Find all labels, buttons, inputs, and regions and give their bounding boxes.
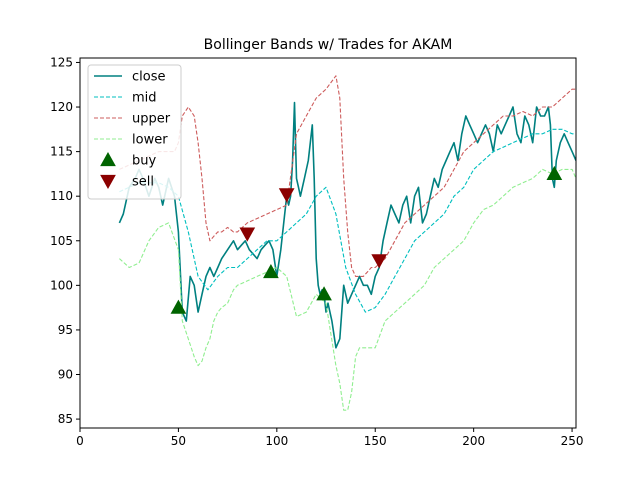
x-tick-label-150: 150 [364, 434, 387, 448]
x-tick-label-100: 100 [265, 434, 288, 448]
y-tick-label-125: 125 [50, 55, 73, 69]
series-close-line [118, 101, 576, 349]
y-axis: 85 90 95 100 105 110 115 120 125 [50, 55, 80, 426]
legend-label-sell: sell [132, 175, 154, 190]
y-tick-label-120: 120 [50, 100, 73, 114]
y-tick-label-85: 85 [58, 412, 73, 426]
axes-border [79, 57, 577, 429]
legend-symbol-buy [100, 151, 116, 167]
legend-label-close: close [132, 70, 165, 85]
x-tick-label-250: 250 [561, 434, 584, 448]
series-upper-line [119, 75, 576, 277]
y-tick-label-115: 115 [50, 145, 73, 159]
series-mid-line [119, 128, 576, 313]
sell-marker-1 [278, 188, 295, 203]
sell-marker-0 [239, 227, 256, 242]
legend-label-mid: mid [132, 91, 157, 106]
legend-label-upper: upper [132, 112, 171, 127]
y-tick-label-90: 90 [58, 368, 73, 382]
buy-marker-0 [170, 299, 187, 314]
x-tick-label-200: 200 [462, 434, 485, 448]
series-lower-line [119, 168, 576, 411]
buy-marker-2 [316, 286, 332, 301]
y-tick-label-95: 95 [58, 323, 73, 337]
legend-symbol-sell [100, 174, 116, 190]
x-tick-label-50: 50 [171, 434, 186, 448]
sell-marker-2 [371, 254, 388, 269]
legend: close mid upper lower buy sell [87, 64, 182, 200]
legend-label-lower: lower [132, 133, 168, 148]
x-axis: 0 50 100 150 200 250 [76, 428, 584, 448]
marker-layer [170, 165, 563, 314]
x-tick-label-0: 0 [76, 434, 84, 448]
chart-title: Bollinger Bands w/ Trades for AKAM [204, 37, 453, 53]
y-tick-label-110: 110 [50, 189, 73, 203]
series-layer [118, 75, 576, 411]
y-tick-label-105: 105 [50, 234, 73, 248]
y-tick-label-100: 100 [50, 278, 73, 292]
buy-marker-1 [263, 263, 279, 279]
legend-label-buy: buy [132, 154, 156, 169]
buy-marker-3 [546, 165, 563, 181]
